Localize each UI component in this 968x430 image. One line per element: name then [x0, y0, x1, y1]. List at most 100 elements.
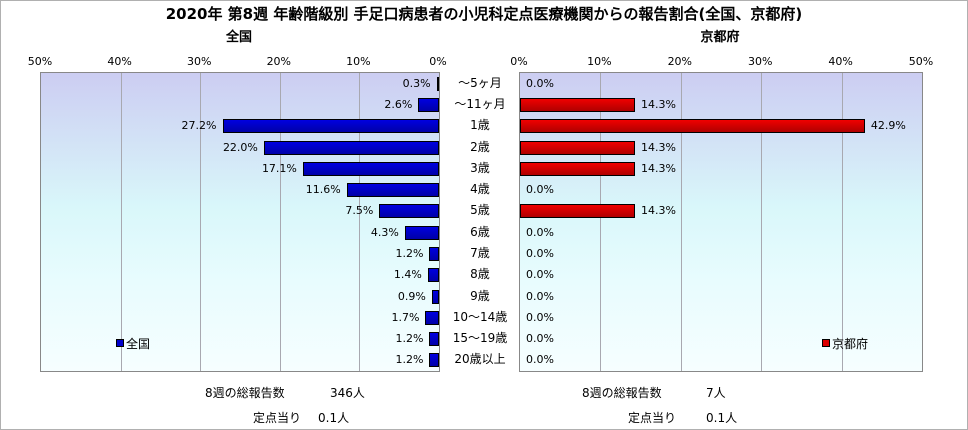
data-label-national-13: 1.2%	[395, 353, 424, 367]
kyoto-per-label: 定点当り	[628, 411, 677, 425]
legend-swatch-kyoto	[822, 339, 830, 347]
data-label-kyoto-2: 42.9%	[870, 119, 906, 133]
category-label-11: 10～14歳	[452, 309, 508, 324]
data-label-national-7: 4.3%	[370, 225, 399, 239]
gridline-kyoto-10	[600, 73, 602, 371]
data-label-kyoto-6: 14.3%	[640, 204, 676, 218]
category-label-8: 7歳	[470, 245, 490, 260]
data-label-national-3: 22.0%	[222, 140, 258, 154]
category-label-2: 1歳	[470, 118, 490, 133]
data-label-national-9: 1.4%	[393, 268, 422, 282]
bar-kyoto-1	[520, 97, 635, 112]
data-label-national-10: 0.9%	[397, 289, 426, 303]
legend-swatch-national	[116, 339, 124, 347]
data-label-kyoto-5: 0.0%	[526, 183, 554, 197]
data-label-kyoto-13: 0.0%	[526, 353, 554, 367]
data-label-kyoto-8: 0.0%	[526, 246, 554, 260]
bar-kyoto-2	[520, 119, 865, 134]
bar-kyoto-4	[520, 161, 635, 176]
data-label-kyoto-12: 0.0%	[526, 332, 554, 346]
category-label-10: 9歳	[470, 288, 490, 303]
tick-label-kyoto-50: 50%	[908, 55, 934, 68]
left-plot-area: 0.3% 2.6% 27.2% 22.0% 17.1% 11.6% 7.5% 4.3% 1.2%…	[40, 72, 440, 372]
category-label-13: 20歳以上	[454, 352, 506, 367]
tick-label-kyoto-40: 40%	[828, 55, 853, 68]
data-label-kyoto-10: 0.0%	[526, 289, 554, 303]
data-label-national-12: 1.2%	[395, 332, 424, 346]
tick-label-national-50: 50%	[27, 55, 53, 68]
bar-national-7	[404, 225, 439, 240]
tick-label-national-30: 30%	[186, 55, 212, 68]
tick-label-national-0: 0%	[429, 55, 447, 68]
data-label-national-11: 1.7%	[391, 310, 420, 324]
bar-national-13	[429, 353, 439, 368]
gridline-kyoto-30	[761, 73, 763, 371]
bar-national-9	[427, 268, 439, 283]
bar-national-3	[263, 140, 439, 155]
gridline-national-20	[279, 73, 281, 371]
legend-label-kyoto: 京都府	[832, 337, 869, 351]
tick-label-kyoto-30: 30%	[747, 55, 773, 68]
data-label-kyoto-1: 14.3%	[640, 97, 676, 111]
legend-national: 全国	[116, 335, 150, 352]
data-label-kyoto-3: 14.3%	[640, 140, 676, 154]
right-plot-area: 0.0% 14.3% 42.9% 14.3% 14.3% 0.0% 14.3% 0.0% 0.0…	[519, 72, 923, 372]
data-label-kyoto-0: 0.0%	[526, 76, 554, 90]
data-label-kyoto-9: 0.0%	[526, 268, 554, 282]
data-label-national-6: 7.5%	[345, 204, 374, 218]
data-label-national-1: 2.6%	[384, 97, 413, 111]
gridline-national-40	[120, 73, 122, 371]
data-label-kyoto-11: 0.0%	[526, 310, 554, 324]
kyoto-per-value: 0.1人	[706, 411, 738, 425]
bar-national-5	[346, 183, 439, 198]
bar-national-11	[425, 310, 439, 325]
gridline-kyoto-20	[680, 73, 682, 371]
data-label-national-2: 27.2%	[181, 119, 217, 133]
category-label-5: 4歳	[470, 182, 490, 197]
kyoto-total-label: 8週の総報告数	[582, 386, 662, 400]
gridline-national-10	[359, 73, 361, 371]
right-panel-subtitle: 京都府	[700, 30, 740, 45]
category-label-12: 15～19歳	[452, 331, 508, 346]
tick-label-national-10: 10%	[346, 55, 371, 68]
bar-kyoto-3	[520, 140, 635, 155]
national-total-label: 8週の総報告数	[205, 386, 285, 400]
bar-national-4	[302, 161, 439, 176]
data-label-national-5: 11.6%	[305, 183, 341, 197]
national-per-value: 0.1人	[318, 411, 350, 425]
category-label-7: 6歳	[470, 224, 490, 239]
legend-kyoto: 京都府	[822, 335, 868, 352]
left-panel-subtitle: 全国	[225, 30, 252, 45]
tick-label-national-20: 20%	[266, 55, 292, 68]
gridline-kyoto-40	[841, 73, 843, 371]
category-label-4: 3歳	[470, 160, 490, 175]
legend-label-national: 全国	[126, 337, 151, 351]
data-label-national-4: 17.1%	[261, 161, 297, 175]
category-label-1: ～11ヶ月	[454, 96, 506, 111]
bar-national-10	[431, 289, 439, 304]
chart-title: 2020年 第8週 年齢階級別 手足口病患者の小児科定点医療機関からの報告割合(…	[165, 5, 803, 23]
national-total-value: 346人	[330, 386, 365, 400]
tick-label-kyoto-10: 10%	[587, 55, 612, 68]
bar-national-0	[436, 76, 439, 91]
bar-national-1	[418, 97, 439, 112]
gridline-national-30	[200, 73, 202, 371]
bar-kyoto-6	[520, 204, 635, 219]
category-label-3: 2歳	[470, 139, 490, 154]
kyoto-total-value: 7人	[706, 386, 726, 400]
category-label-9: 8歳	[470, 267, 490, 282]
bar-national-6	[379, 204, 439, 219]
bar-national-8	[429, 246, 439, 261]
bar-national-12	[429, 332, 439, 347]
data-label-national-8: 1.2%	[395, 246, 424, 260]
bar-national-2	[222, 119, 439, 134]
tick-label-kyoto-0: 0%	[510, 55, 528, 68]
category-label-0: ～5ヶ月	[458, 75, 502, 90]
tick-label-national-40: 40%	[107, 55, 132, 68]
national-per-label: 定点当り	[253, 411, 302, 425]
tick-label-kyoto-20: 20%	[667, 55, 693, 68]
data-label-kyoto-4: 14.3%	[640, 161, 676, 175]
category-label-6: 5歳	[470, 203, 490, 218]
data-label-national-0: 0.3%	[402, 76, 431, 90]
data-label-kyoto-7: 0.0%	[526, 225, 554, 239]
